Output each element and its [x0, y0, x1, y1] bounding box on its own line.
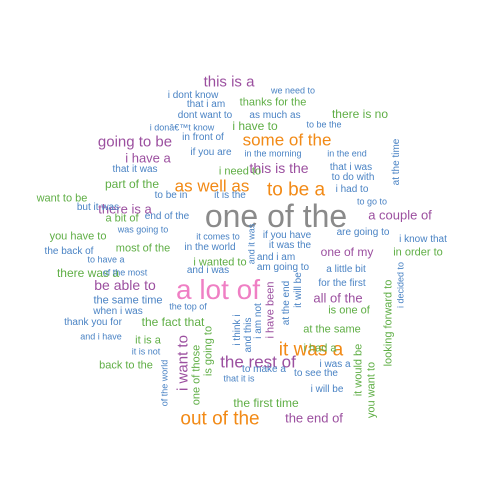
- word: it is a: [135, 334, 161, 347]
- word: i have been: [264, 281, 277, 339]
- word: looking forward to: [382, 279, 395, 367]
- word: to have a: [87, 254, 125, 265]
- word: in the morning: [244, 148, 302, 159]
- word: one of my: [320, 245, 374, 259]
- word: that it was: [112, 164, 158, 175]
- word: is one of: [328, 304, 370, 317]
- word: in order to: [393, 246, 443, 259]
- word: there was a: [56, 266, 120, 280]
- word: at the same: [303, 323, 361, 336]
- word: when i was: [93, 306, 143, 317]
- word: there is no: [331, 107, 389, 121]
- word: all of the: [313, 290, 363, 306]
- word: to see the: [294, 368, 338, 379]
- word: and i am: [256, 252, 296, 263]
- word: part of the: [104, 177, 160, 191]
- word: but it was: [76, 202, 120, 213]
- word: a bit of: [105, 212, 139, 225]
- word: dont want to: [177, 110, 233, 121]
- word: to be a: [266, 179, 326, 201]
- word: it comes to: [196, 231, 240, 242]
- word: i dont know: [167, 90, 219, 101]
- word: of the most: [102, 267, 148, 278]
- word: i am not: [253, 303, 264, 339]
- word: and i was: [186, 265, 230, 276]
- word: a couple of: [368, 207, 432, 223]
- word: of the world: [159, 359, 170, 407]
- word: it will be: [293, 272, 304, 308]
- word: one of those: [190, 344, 203, 406]
- word: if you have: [262, 230, 312, 241]
- word: i need to: [218, 165, 262, 178]
- word: the back of: [44, 246, 94, 257]
- word: a lot of: [175, 274, 261, 305]
- word: in the end: [327, 148, 367, 159]
- word: at the end: [281, 280, 292, 326]
- word: it is not: [131, 346, 161, 357]
- word: are going to: [336, 227, 390, 238]
- word: to go to: [356, 196, 388, 207]
- word: you have to: [49, 230, 107, 243]
- word: as well as: [174, 176, 250, 196]
- word: it was the: [268, 240, 312, 251]
- word: and i have: [80, 331, 122, 342]
- word: be able to: [94, 277, 156, 293]
- word: i know that: [399, 234, 447, 245]
- word: this is the: [249, 160, 309, 176]
- word: i had a: [303, 342, 337, 355]
- word: i was a: [319, 359, 351, 370]
- word: the fact that: [141, 315, 205, 329]
- word: i have to: [232, 119, 278, 133]
- word: to be the: [306, 119, 342, 130]
- word: that it is: [223, 373, 255, 384]
- word: some of the: [242, 130, 332, 150]
- word: that i am: [186, 99, 226, 110]
- word: going to be: [97, 133, 173, 151]
- word: the first time: [233, 396, 299, 410]
- word: i want to: [174, 335, 192, 391]
- word: the same time: [93, 294, 163, 307]
- word: in the world: [184, 242, 236, 253]
- word: end of the: [144, 211, 190, 222]
- word: i wanted to: [193, 256, 247, 269]
- word: out of the: [180, 408, 260, 430]
- word: we need to: [270, 85, 316, 96]
- word: is going to: [202, 325, 215, 377]
- word: a little bit: [326, 264, 366, 275]
- word: to be in: [154, 190, 188, 201]
- word: most of the: [115, 242, 171, 255]
- word: was going to: [117, 224, 169, 235]
- word: as much as: [249, 110, 301, 121]
- word: for the first: [318, 278, 366, 289]
- word: i think i: [232, 314, 243, 346]
- word: the end of: [285, 410, 343, 426]
- word: if you are: [190, 147, 232, 158]
- word: i have a: [125, 150, 171, 166]
- word: thanks for the: [239, 96, 307, 109]
- word: want to be: [36, 192, 88, 205]
- word: the rest of: [220, 352, 296, 372]
- word: it was a: [278, 339, 344, 361]
- word: i had to: [335, 184, 369, 195]
- word: am going to: [256, 262, 310, 273]
- word: back to the: [99, 359, 153, 372]
- word: i donâ€™t know: [149, 122, 215, 133]
- word: in front of: [182, 132, 224, 143]
- word: it is the: [214, 190, 246, 201]
- word: this is a: [203, 73, 255, 91]
- word: the top of: [169, 301, 207, 312]
- word: one of the: [204, 198, 348, 234]
- word: it would be: [352, 343, 365, 397]
- word: and it was: [246, 223, 257, 265]
- word: i decided to: [395, 261, 406, 309]
- word: that i was: [329, 162, 373, 173]
- word: to do with: [331, 172, 375, 183]
- word: there is a: [98, 201, 152, 217]
- word: to make a: [242, 364, 286, 375]
- word: you want to: [365, 361, 378, 419]
- word: thank you for: [64, 317, 122, 328]
- word: i will be: [310, 384, 344, 395]
- word: at the time: [391, 138, 402, 186]
